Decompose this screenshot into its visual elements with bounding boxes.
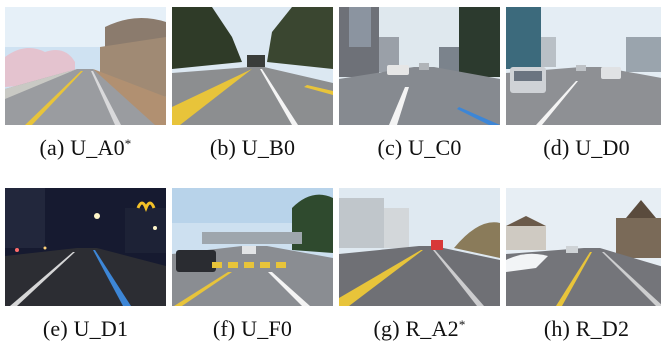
dataset-name: R_D2 [575, 316, 630, 341]
road-photo-c [339, 7, 500, 125]
road-photo-a [5, 7, 166, 125]
panel-f: (f) U_F0 [172, 188, 333, 341]
dataset-name: R_A2 [405, 316, 459, 341]
dataset-name: U_F0 [241, 316, 293, 341]
panel-c: (c) U_C0 [339, 7, 500, 160]
panel-letter: (e) [42, 316, 68, 341]
panel-caption: (g) R_A2* [339, 316, 500, 342]
dataset-name: U_D1 [73, 316, 129, 341]
asterisk-mark: * [458, 317, 466, 332]
panel-caption: (f) U_F0 [172, 316, 333, 342]
panel-letter: (d) [543, 135, 570, 160]
panel-caption: (b) U_B0 [172, 135, 333, 161]
road-photo-f [172, 188, 333, 306]
panel-d: (d) U_D0 [506, 7, 661, 160]
panel-letter: (f) [212, 316, 236, 341]
road-photo-b [172, 7, 333, 125]
panel-g: (g) R_A2* [339, 188, 500, 341]
dataset-name: U_A0 [70, 135, 125, 160]
panel-caption: (e) U_D1 [5, 316, 166, 342]
panel-a: (a) U_A0* [5, 7, 166, 160]
panel-caption: (c) U_C0 [339, 135, 500, 161]
road-photo-g [339, 188, 500, 306]
panel-letter: (c) [377, 135, 403, 160]
road-photo-e [5, 188, 166, 306]
panel-letter: (h) [543, 316, 571, 341]
asterisk-mark: * [124, 136, 132, 151]
road-photo-d [506, 7, 661, 125]
panel-letter: (b) [209, 135, 237, 160]
panel-h: (h) R_D2 [506, 188, 661, 341]
panel-e: (e) U_D1 [5, 188, 166, 341]
panel-letter: (a) [39, 135, 65, 160]
road-photo-h [506, 188, 661, 306]
dataset-name: U_D0 [575, 135, 630, 160]
dataset-name: U_C0 [408, 135, 462, 160]
panel-letter: (g) [373, 316, 400, 341]
panel-caption: (d) U_D0 [506, 135, 661, 161]
panel-caption: (a) U_A0* [5, 135, 166, 161]
panel-caption: (h) R_D2 [506, 316, 661, 342]
dataset-name: U_B0 [241, 135, 296, 160]
panel-b: (b) U_B0 [172, 7, 333, 160]
